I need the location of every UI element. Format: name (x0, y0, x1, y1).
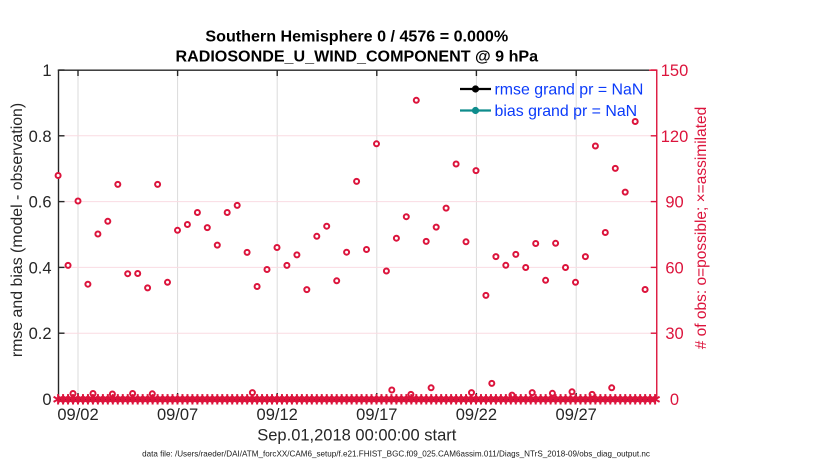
svg-text:09/17: 09/17 (356, 406, 397, 424)
svg-text:0: 0 (670, 391, 679, 409)
svg-text:09/27: 09/27 (556, 406, 597, 424)
svg-text:bias grand pr = NaN: bias grand pr = NaN (495, 103, 638, 120)
svg-text:RADIOSONDE_U_WIND_COMPONENT @: RADIOSONDE_U_WIND_COMPONENT @ 9 hPa (175, 48, 539, 66)
svg-text:rmse grand pr = NaN: rmse grand pr = NaN (495, 81, 644, 98)
svg-text:120: 120 (661, 128, 689, 146)
svg-text:0.6: 0.6 (29, 194, 52, 212)
svg-text:150: 150 (661, 62, 689, 80)
svg-text:09/12: 09/12 (257, 406, 298, 424)
svg-text:# of obs: o=possible; ×=assimi: # of obs: o=possible; ×=assimilated (693, 107, 710, 350)
svg-text:09/22: 09/22 (456, 406, 497, 424)
svg-text:0.4: 0.4 (29, 259, 52, 277)
svg-text:Southern Hemisphere 0 / 4576 =: Southern Hemisphere 0 / 4576 = 0.000% (205, 28, 508, 46)
svg-text:30: 30 (665, 325, 683, 343)
svg-text:60: 60 (665, 259, 683, 277)
svg-text:0: 0 (42, 391, 51, 409)
svg-text:1: 1 (42, 62, 51, 80)
svg-text:Sep.01,2018 00:00:00 start: Sep.01,2018 00:00:00 start (257, 427, 456, 445)
svg-text:0.8: 0.8 (29, 128, 52, 146)
svg-text:data file: /Users/raeder/DAI/A: data file: /Users/raeder/DAI/ATM_forcXX/… (142, 450, 650, 459)
svg-text:09/02: 09/02 (57, 406, 98, 424)
svg-text:09/07: 09/07 (157, 406, 198, 424)
svg-text:0.2: 0.2 (29, 325, 52, 343)
svg-text:rmse and bias (model - observa: rmse and bias (model - observation) (9, 103, 26, 357)
svg-text:90: 90 (665, 194, 683, 212)
